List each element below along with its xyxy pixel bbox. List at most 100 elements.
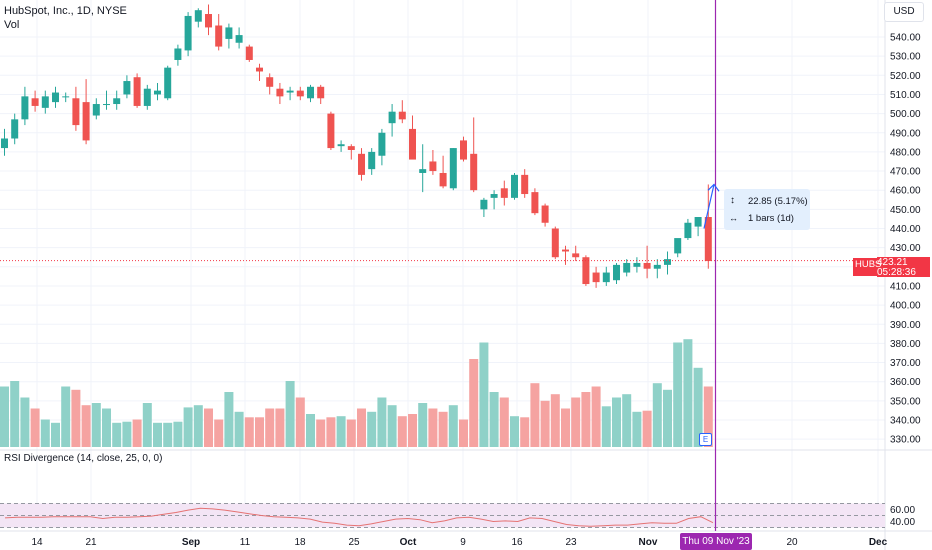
volume-bar <box>418 403 428 447</box>
candle-body <box>276 88 284 97</box>
candle-body <box>633 262 641 267</box>
price-tag-value-bg <box>877 257 930 277</box>
candle-body <box>704 217 712 262</box>
rsi-panel <box>0 503 885 528</box>
candle-body <box>470 153 478 191</box>
volume-bars <box>0 339 713 447</box>
price-tick-label: 360.00 <box>890 377 921 388</box>
candle-body <box>541 205 549 223</box>
candle-body <box>674 238 682 254</box>
volume-bar <box>459 419 468 447</box>
candle-body <box>419 169 427 173</box>
price-axis[interactable]: 540.00 530.00 520.00 510.00 500.00 490.00 480.… <box>890 33 921 446</box>
volume-bar <box>428 408 438 447</box>
price-tick-label: 460.00 <box>890 186 921 197</box>
volume-bar <box>530 383 540 447</box>
time-axis[interactable]: 14 21 Sep 11 18 25 Oct 9 16 23 Nov 20 Dec <box>31 537 887 548</box>
volume-bar <box>51 422 60 447</box>
volume-bar <box>163 422 173 447</box>
volume-bar <box>40 419 50 447</box>
candle-body <box>511 174 518 198</box>
earnings-icon[interactable]: E <box>699 433 712 446</box>
candle-body <box>521 174 529 195</box>
time-tick-label: 9 <box>460 537 466 548</box>
volume-bar <box>193 405 203 447</box>
measure-bars-text: 1 bars (1d) <box>748 213 794 224</box>
candle-body <box>82 102 90 141</box>
volume-legend-label[interactable]: Vol <box>4 19 20 31</box>
candle-body <box>623 262 631 273</box>
volume-bar <box>214 419 224 447</box>
price-tick-label: 350.00 <box>890 396 921 407</box>
price-tick-label: 520.00 <box>890 71 921 82</box>
candle-body <box>368 151 376 170</box>
time-tick-label: 11 <box>240 537 251 548</box>
price-tick-label: 440.00 <box>890 224 921 235</box>
candle-body <box>154 90 161 95</box>
volume-bar <box>469 359 479 447</box>
candle-body <box>92 104 100 116</box>
time-tick-label: 20 <box>786 537 798 548</box>
candle-body <box>500 188 508 198</box>
candle-body <box>317 86 325 99</box>
price-tick-label: 380.00 <box>890 339 921 350</box>
volume-bar <box>102 408 111 447</box>
volume-bar <box>499 397 509 447</box>
currency-button[interactable]: USD <box>884 2 924 22</box>
measure-line <box>703 184 715 229</box>
volume-bar <box>275 408 285 447</box>
candle-body <box>429 161 437 172</box>
symbol-title[interactable]: HubSpot, Inc., 1D, NYSE <box>4 5 127 17</box>
candle-body <box>205 14 212 28</box>
volume-bar <box>479 342 489 447</box>
candle-body <box>41 96 49 108</box>
volume-bar <box>367 411 377 447</box>
volume-bar <box>540 400 550 447</box>
volume-bar <box>652 383 662 447</box>
candle-body <box>113 98 121 105</box>
volume-bar <box>142 403 152 447</box>
volume-bar <box>204 408 213 447</box>
volume-bar <box>316 419 326 447</box>
volume-bar <box>265 408 275 447</box>
time-tick-label: 16 <box>511 537 523 548</box>
candle-body <box>225 27 233 39</box>
candle-body <box>613 264 620 281</box>
candle-body <box>572 253 580 258</box>
time-tick-label: 14 <box>31 537 43 548</box>
price-tag-ticker: HUBS <box>855 259 882 270</box>
time-tick-label: Dec <box>869 537 888 548</box>
price-tick-label: 390.00 <box>890 320 921 331</box>
volume-bar <box>622 394 632 447</box>
volume-bar <box>683 339 693 447</box>
candle-body <box>307 86 314 99</box>
volume-bar <box>673 342 683 447</box>
price-tick-label: 500.00 <box>890 109 921 120</box>
candle-body <box>398 111 406 120</box>
candle-body <box>694 217 702 227</box>
time-tick-label: 23 <box>565 537 577 548</box>
price-tick-label: 540.00 <box>890 33 921 44</box>
volume-bar <box>693 367 703 447</box>
volume-bar <box>20 397 30 447</box>
time-tick-label: 25 <box>348 537 360 548</box>
candle-body <box>164 67 172 99</box>
measure-tooltip <box>724 189 810 230</box>
candle-body <box>480 199 488 210</box>
price-tick-label: 340.00 <box>890 416 921 427</box>
volume-bar <box>0 386 9 447</box>
candle-body <box>684 222 692 239</box>
candle-body <box>296 90 304 97</box>
price-tick-label: 330.00 <box>890 435 921 446</box>
candle-body <box>245 46 253 60</box>
volume-bar <box>295 397 305 447</box>
time-tick-label: Nov <box>639 537 658 548</box>
candle-body <box>52 92 59 103</box>
rsi-legend[interactable]: RSI Divergence (14, close, 25, 0, 0) <box>4 453 163 464</box>
candle-body <box>143 88 151 106</box>
symbol-legend[interactable]: HubSpot, Inc., 1D, NYSE Vol <box>4 4 127 32</box>
volume-bar <box>438 411 448 447</box>
volume-bar <box>112 422 122 447</box>
price-tick-label: 470.00 <box>890 167 921 178</box>
